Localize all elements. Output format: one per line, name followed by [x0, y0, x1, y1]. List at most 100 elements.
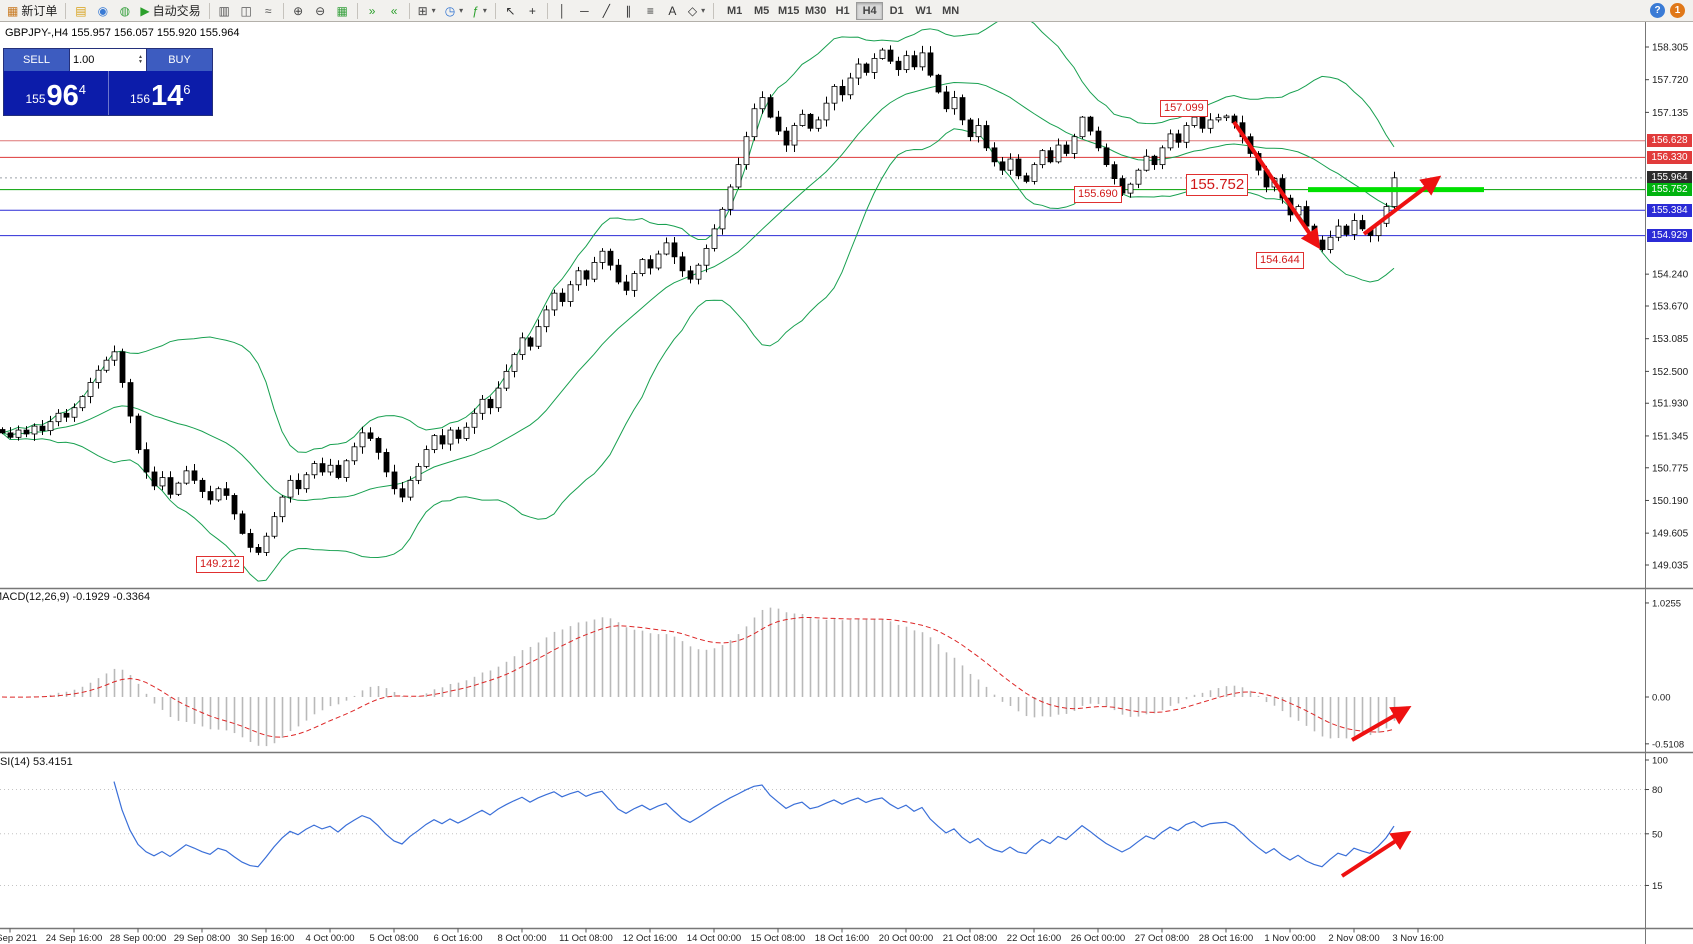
- svg-text:153.085: 153.085: [1652, 334, 1689, 345]
- autotrading-button-label: 自动交易: [152, 4, 201, 18]
- svg-text:22 Oct 16:00: 22 Oct 16:00: [1007, 933, 1061, 944]
- candlestick-chart-icon: ◫: [240, 3, 252, 18]
- sell-price-main: 96: [46, 80, 79, 112]
- toolbar-divider: [65, 2, 67, 19]
- svg-text:12 Oct 16:00: 12 Oct 16:00: [623, 933, 677, 944]
- svg-text:27 Oct 08:00: 27 Oct 08:00: [1135, 933, 1189, 944]
- zoom-in-button[interactable]: ⊕: [288, 1, 309, 20]
- svg-text:1.0255: 1.0255: [1652, 598, 1681, 609]
- timeframe-m15[interactable]: M15: [775, 2, 802, 20]
- buy-price[interactable]: 156 14 6: [107, 71, 213, 115]
- svg-text:151.930: 151.930: [1652, 399, 1689, 410]
- toolbar-divider: [494, 2, 496, 19]
- svg-text:1 Nov 00:00: 1 Nov 00:00: [1264, 933, 1315, 944]
- bar-chart-button[interactable]: ▥: [214, 1, 235, 20]
- bar-chart-icon: ▥: [218, 3, 230, 18]
- toolbar-divider: [546, 2, 548, 19]
- timeframe-h1[interactable]: H1: [829, 2, 856, 20]
- horizontal-line-button[interactable]: ─: [574, 1, 595, 20]
- svg-text:0.00: 0.00: [1652, 693, 1671, 704]
- trend-arrows[interactable]: [1232, 120, 1442, 878]
- svg-text:26 Oct 00:00: 26 Oct 00:00: [1071, 933, 1125, 944]
- spin-up-icon[interactable]: ▲: [138, 54, 143, 60]
- sell-price[interactable]: 155 96 4: [4, 71, 108, 115]
- volume-input[interactable]: 1.00 ▲ ▼: [70, 49, 146, 71]
- timeframe-mn[interactable]: MN: [937, 2, 964, 20]
- help-button[interactable]: ?: [1650, 3, 1665, 18]
- timeframe-m30[interactable]: M30: [802, 2, 829, 20]
- timeframe-m5[interactable]: M5: [748, 2, 775, 20]
- chevron-down-icon: ▾: [459, 6, 464, 15]
- periods-button[interactable]: ◷ ▾: [441, 1, 468, 20]
- svg-text:24 Sep 2021: 24 Sep 2021: [0, 933, 37, 944]
- notification-badge[interactable]: 1: [1670, 3, 1685, 18]
- fibonacci-button[interactable]: ≡: [640, 1, 661, 20]
- timeframe-d1[interactable]: D1: [883, 2, 910, 20]
- toolbar-buttons: ▦ 新订单 ▤ ◉ ◍ ▶ 自动交易 ▥ ◫ ≈ ⊕ ⊖ ▦» «⊞ ▾ ◷ ▾ ƒ ▾ ↖ + │ ─ ╱ ∥ ≡ A ◇ ▾: [3, 1, 717, 20]
- new-order-button[interactable]: ▦ 新订单: [3, 1, 61, 20]
- toolbar-right-icons: ? 1: [1650, 3, 1690, 18]
- zoom-out-button[interactable]: ⊖: [310, 1, 331, 20]
- sell-button[interactable]: SELL: [4, 49, 70, 71]
- svg-text:14 Oct 00:00: 14 Oct 00:00: [687, 933, 741, 944]
- zoom-out-icon: ⊖: [315, 3, 326, 18]
- timeframe-w1[interactable]: W1: [910, 2, 937, 20]
- spin-down-icon[interactable]: ▼: [138, 59, 143, 65]
- fibonacci-icon: ≡: [646, 3, 654, 18]
- vertical-line-button[interactable]: │: [552, 1, 573, 20]
- buy-price-sup: 6: [183, 82, 191, 97]
- toolbar: ▦ 新订单 ▤ ◉ ◍ ▶ 自动交易 ▥ ◫ ≈ ⊕ ⊖ ▦» «⊞ ▾ ◷ ▾ ƒ ▾ ↖ + │ ─ ╱ ∥ ≡ A ◇ ▾ M1 M…: [0, 0, 1693, 22]
- arrows-icon: ◇: [687, 3, 698, 18]
- vertical-line-icon: │: [558, 3, 567, 18]
- buy-button[interactable]: BUY: [146, 49, 212, 71]
- svg-text:15 Oct 08:00: 15 Oct 08:00: [751, 933, 805, 944]
- chart-shift-icon: «: [390, 3, 398, 18]
- market-watch-button[interactable]: ▤: [70, 1, 91, 20]
- sell-price-prefix: 155: [25, 92, 46, 106]
- equidistant-channel-button[interactable]: ∥: [618, 1, 639, 20]
- chevron-down-icon: ▾: [701, 6, 706, 15]
- volume-value[interactable]: 1.00: [73, 54, 95, 66]
- buy-price-main: 14: [151, 80, 184, 112]
- indicators-button[interactable]: ƒ ▾: [468, 1, 491, 20]
- timeframe-m1[interactable]: M1: [721, 2, 748, 20]
- svg-text:149.605: 149.605: [1652, 529, 1689, 540]
- svg-text:6 Oct 16:00: 6 Oct 16:00: [433, 933, 482, 944]
- new-chart-button[interactable]: ⊞ ▾: [414, 1, 440, 20]
- trendline-button[interactable]: ╱: [596, 1, 617, 20]
- line-chart-button[interactable]: ≈: [258, 1, 279, 20]
- svg-text:5 Oct 08:00: 5 Oct 08:00: [369, 933, 418, 944]
- tile-windows-button[interactable]: ▦: [332, 1, 353, 20]
- horizontal-line-icon: ─: [580, 3, 589, 18]
- svg-text:100: 100: [1652, 756, 1668, 767]
- autotrading-button[interactable]: ▶ 自动交易: [136, 1, 204, 20]
- line-chart-icon: ≈: [264, 3, 272, 18]
- svg-text:152.500: 152.500: [1652, 367, 1689, 378]
- trade-widget-top-row: SELL 1.00 ▲ ▼ BUY: [4, 49, 212, 71]
- svg-text:29 Sep 08:00: 29 Sep 08:00: [174, 933, 231, 944]
- chart-shift-button[interactable]: «: [384, 1, 405, 20]
- candlestick-chart-button[interactable]: ◫: [236, 1, 257, 20]
- terminal-button[interactable]: ◍: [114, 1, 135, 20]
- timeframe-toolbar: M1 M5 M15 M30 H1 H4 D1 W1 MN: [721, 1, 964, 20]
- arrows-button[interactable]: ◇ ▾: [684, 1, 709, 20]
- trendline-icon: ╱: [602, 3, 610, 18]
- one-click-trading-panel: SELL 1.00 ▲ ▼ BUY 155 96 4 156: [3, 48, 213, 116]
- cursor-button[interactable]: ↖: [500, 1, 521, 20]
- svg-text:20 Oct 00:00: 20 Oct 00:00: [879, 933, 933, 944]
- macd-signal-line: [1, 616, 1395, 738]
- svg-text:24 Sep 16:00: 24 Sep 16:00: [46, 933, 103, 944]
- svg-text:158.305: 158.305: [1652, 43, 1689, 54]
- toolbar-divider: [356, 2, 358, 19]
- svg-text:28 Oct 16:00: 28 Oct 16:00: [1199, 933, 1253, 944]
- svg-text:8 Oct 00:00: 8 Oct 00:00: [497, 933, 546, 944]
- volume-spinner[interactable]: ▲ ▼: [138, 55, 143, 65]
- crosshair-button[interactable]: +: [522, 1, 543, 20]
- svg-text:153.670: 153.670: [1652, 302, 1689, 313]
- bollinger-upper-line: [1, 22, 1395, 453]
- text-button[interactable]: A: [662, 1, 683, 20]
- timeframe-h4[interactable]: H4: [856, 1, 884, 20]
- navigator-button[interactable]: ◉: [92, 1, 113, 20]
- auto-scroll-button[interactable]: »: [362, 1, 383, 20]
